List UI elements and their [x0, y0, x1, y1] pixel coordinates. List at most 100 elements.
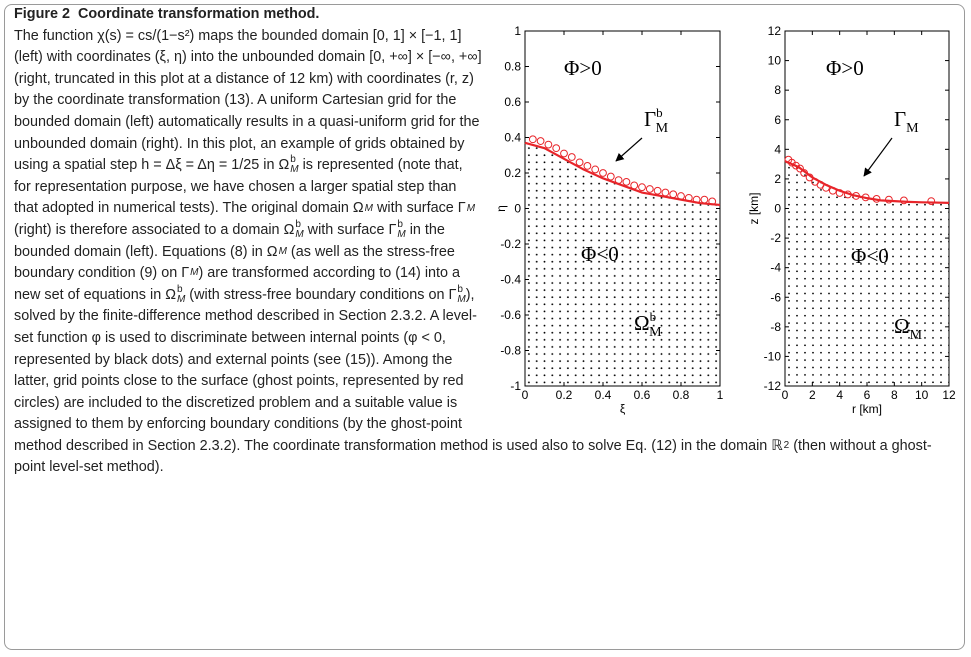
- ghost-point: [552, 144, 561, 153]
- x-tick-label: 8: [891, 388, 898, 402]
- ghost-point: [822, 183, 830, 192]
- ghost-point: [630, 181, 639, 190]
- annotation-symbol: Φ<0: [581, 242, 619, 266]
- y-tick-label: 1: [514, 24, 521, 38]
- annotation-sub: M: [906, 121, 919, 136]
- x-tick-label: 0: [782, 388, 789, 402]
- y-tick-label: 2: [774, 172, 781, 186]
- x-tick-label: 0.8: [673, 388, 690, 402]
- math-sub: M: [176, 293, 186, 305]
- ghost-point: [599, 169, 607, 177]
- annotation-sub: M: [656, 121, 669, 136]
- x-tick-label: 0.6: [634, 388, 651, 402]
- y-tick-label: -4: [770, 261, 781, 275]
- annotation-symbol: Φ>0: [826, 56, 864, 80]
- ghost-point: [835, 189, 844, 197]
- y-tick-label: -0.8: [500, 344, 521, 358]
- math-scripts: M: [365, 203, 373, 214]
- annotation-sup: b: [650, 309, 657, 324]
- annotation-symbol: Γ: [894, 107, 906, 131]
- math-scripts: M: [467, 203, 475, 214]
- ghost-point: [669, 190, 678, 199]
- x-tick-label: 10: [915, 388, 929, 402]
- y-tick-label: -2: [770, 231, 781, 245]
- y-tick-label: -0.2: [500, 237, 521, 251]
- annotation: Ωb M: [634, 309, 662, 340]
- ghost-point: [927, 197, 936, 206]
- math-symbol: φ: [408, 329, 418, 346]
- x-tick-label: 6: [864, 388, 871, 402]
- y-tick-label: 10: [768, 54, 782, 68]
- math-scripts: 2: [784, 441, 790, 451]
- annotation: ΩM: [894, 314, 923, 343]
- y-axis-label: η: [494, 205, 508, 212]
- math-sub: M: [457, 293, 466, 305]
- ghost-point: [606, 172, 615, 181]
- x-tick-label: 0.4: [595, 388, 612, 402]
- x-tick-label: 2: [809, 388, 816, 402]
- math-symbol: Γ: [388, 221, 397, 238]
- caption-text: ) are transformed according to (14) into…: [14, 265, 461, 303]
- ghost-point: [575, 158, 584, 167]
- y-tick-label: -6: [770, 290, 781, 304]
- y-tick-label: -1: [510, 379, 521, 393]
- figure-frame: [4, 4, 965, 650]
- math-sub: M: [278, 245, 287, 257]
- math-scripts: M: [190, 268, 198, 278]
- ghost-point: [708, 197, 717, 206]
- ghost-point: [684, 193, 693, 202]
- ghost-point: [583, 162, 592, 170]
- math: φ: [408, 330, 417, 346]
- math-scripts: M: [278, 245, 287, 257]
- ghost-point: [700, 195, 709, 204]
- math-sup: b: [176, 283, 183, 295]
- ghost-point: [614, 176, 623, 185]
- math-symbol: Ω: [283, 221, 295, 238]
- ghost-point: [852, 192, 860, 200]
- ghost-point: [692, 195, 701, 204]
- caption-text: (right) is therefore associated to a dom…: [14, 221, 284, 238]
- annotation-symbol: Γ: [644, 107, 656, 131]
- annotation: Φ<0: [851, 244, 889, 268]
- x-axis-label: r [km]: [852, 402, 882, 416]
- x-axis-label: ξ: [620, 402, 626, 416]
- figure-title: Coordinate transformation method.: [77, 6, 320, 22]
- surface-line: [784, 160, 950, 204]
- x-tick-label: 12: [942, 388, 956, 402]
- annotation-symbol: Ω: [634, 311, 650, 335]
- annotation: Φ>0: [826, 56, 864, 80]
- math-sup: b: [290, 154, 296, 166]
- math-symbol: ℝ: [771, 437, 783, 454]
- caption-text: < 0, represented by black dots) and exte…: [14, 329, 772, 454]
- y-tick-label: 0.8: [504, 60, 521, 74]
- annotation: Φ<0: [581, 242, 619, 266]
- ghost-point: [544, 140, 553, 149]
- y-tick-label: 4: [774, 142, 781, 156]
- math-sup: 2: [783, 440, 790, 452]
- math-sub: M: [190, 267, 199, 279]
- caption-body: The function χ(s) = cs/(1−s²) maps the b…: [14, 26, 958, 479]
- ghost-point: [661, 188, 670, 197]
- y-tick-label: 12: [768, 24, 782, 38]
- math-sub: M: [397, 229, 406, 241]
- ghost-point: [884, 195, 893, 204]
- ghost-point: [560, 149, 568, 158]
- math-symbol: Ω: [278, 157, 290, 174]
- y-tick-label: 8: [774, 83, 781, 97]
- ghost-point: [536, 137, 545, 145]
- ghost-point: [796, 164, 804, 173]
- ghost-point: [653, 186, 662, 195]
- annotation-arrow: [863, 137, 893, 177]
